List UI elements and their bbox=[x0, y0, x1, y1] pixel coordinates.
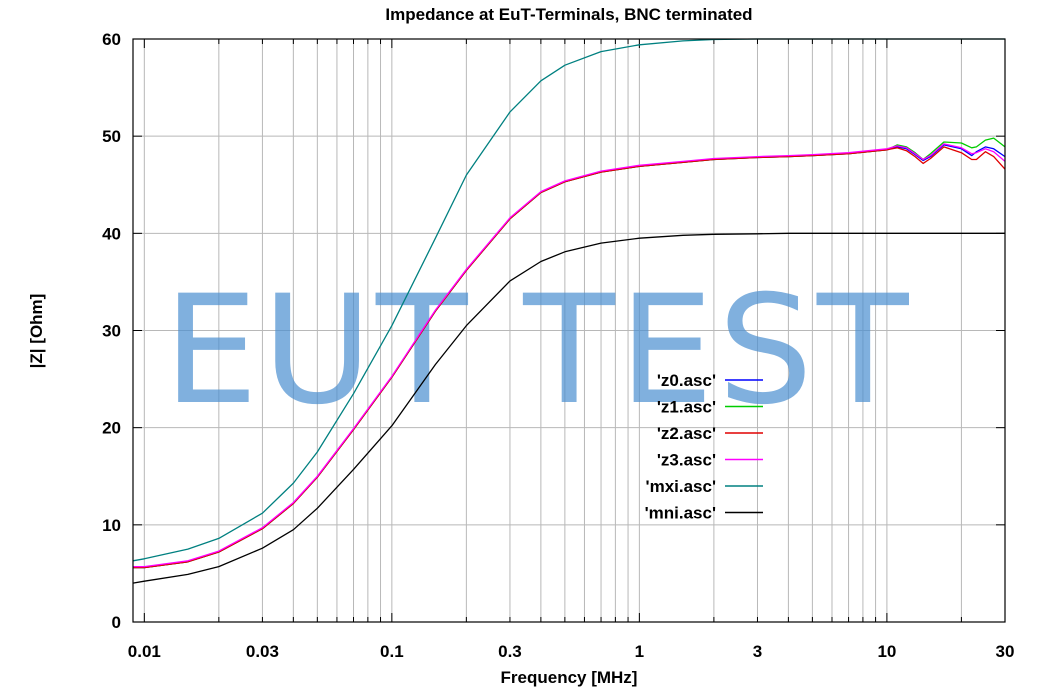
x-tick-label: 30 bbox=[996, 642, 1015, 661]
x-tick-label: 0.1 bbox=[380, 642, 404, 661]
legend-label: 'z2.asc' bbox=[657, 424, 716, 443]
chart-title: Impedance at EuT-Terminals, BNC terminat… bbox=[385, 5, 752, 24]
y-tick-label: 50 bbox=[102, 127, 121, 146]
legend-label: 'mni.asc' bbox=[645, 504, 716, 523]
y-tick-label: 30 bbox=[102, 322, 121, 341]
y-tick-labels: 0 10 20 30 40 50 60 bbox=[102, 30, 121, 632]
legend: 'z0.asc' 'z1.asc' 'z2.asc' 'z3.asc' 'mxi.asc… bbox=[645, 371, 763, 523]
y-tick-label: 40 bbox=[102, 224, 121, 243]
x-tick-label: 10 bbox=[877, 642, 896, 661]
x-axis-label: Frequency [MHz] bbox=[501, 668, 638, 687]
x-tick-labels: 0.01 0.03 0.1 0.3 1 3 10 30 bbox=[128, 642, 1015, 661]
x-tick-label: 1 bbox=[635, 642, 644, 661]
legend-label: 'z3.asc' bbox=[657, 451, 716, 470]
legend-label: 'z1.asc' bbox=[657, 398, 716, 417]
x-tick-label: 0.01 bbox=[128, 642, 161, 661]
y-axis-label: |Z| [Ohm] bbox=[27, 294, 46, 369]
x-tick-label: 0.03 bbox=[246, 642, 279, 661]
x-tick-label: 3 bbox=[753, 642, 762, 661]
plot-frame bbox=[132, 38, 1006, 623]
watermark-text: EUT TEST bbox=[163, 264, 912, 438]
y-tick-label: 60 bbox=[102, 30, 121, 49]
x-tick-label: 0.3 bbox=[498, 642, 522, 661]
y-tick-label: 10 bbox=[102, 516, 121, 535]
y-tick-label: 0 bbox=[112, 613, 121, 632]
series-line bbox=[132, 232, 1005, 584]
y-tick-label: 20 bbox=[102, 419, 121, 438]
legend-label: 'mxi.asc' bbox=[646, 477, 716, 496]
series-line bbox=[133, 143, 1006, 568]
legend-label: 'z0.asc' bbox=[657, 371, 716, 390]
